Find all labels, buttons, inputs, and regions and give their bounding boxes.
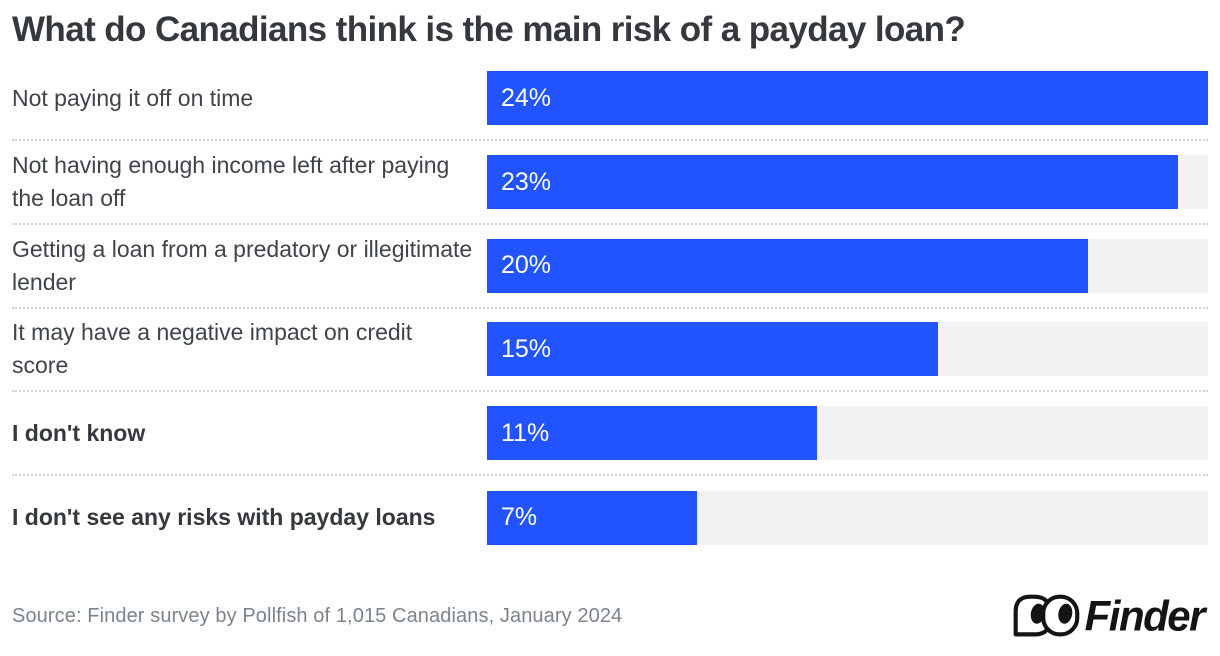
- finder-wordmark: Finder: [1084, 591, 1206, 640]
- source-note: Source: Finder survey by Pollfish of 1,0…: [12, 604, 623, 627]
- bar-value-label: 23%: [501, 167, 552, 196]
- bar-fill: 7%: [487, 490, 698, 545]
- bar-track: 15%: [487, 322, 1208, 377]
- bar-row: It may have a negative impact on credit …: [12, 309, 1208, 393]
- finder-eyes-icon: [1013, 594, 1079, 637]
- category-label: Not paying it off on time: [12, 84, 254, 111]
- bar-value-label: 15%: [501, 334, 552, 363]
- bar-fill: 15%: [487, 322, 938, 377]
- finder-logo: Finder: [1012, 592, 1208, 640]
- bar-row: Not having enough income left after payi…: [12, 141, 1208, 225]
- category-label: Getting a loan from a predatory or illeg…: [12, 235, 473, 295]
- category-label: I don't know: [12, 419, 146, 446]
- bar-value-label: 11%: [501, 418, 550, 447]
- bar-value-label: 20%: [501, 251, 552, 280]
- bar-row: Getting a loan from a predatory or illeg…: [12, 225, 1208, 309]
- bar-row: I don't know 11%: [12, 392, 1208, 476]
- bar-fill: 20%: [487, 238, 1088, 293]
- bar-track: 11%: [487, 406, 1208, 461]
- bar-track: 20%: [487, 238, 1208, 293]
- bar-fill: 23%: [487, 155, 1178, 210]
- category-label: I don't see any risks with payday loans: [12, 504, 436, 531]
- footer: Source: Finder survey by Pollfish of 1,0…: [12, 592, 1208, 656]
- bar-row: Not paying it off on time 24%: [12, 58, 1208, 142]
- bar-fill: 11%: [487, 406, 818, 461]
- bar-track: 24%: [487, 71, 1208, 126]
- category-label: Not having enough income left after payi…: [12, 152, 450, 212]
- bar-fill: 24%: [487, 71, 1208, 126]
- bar-value-label: 24%: [501, 83, 552, 112]
- bar-value-label: 7%: [501, 503, 538, 532]
- bar-track: 23%: [487, 155, 1208, 210]
- bar-track: 7%: [487, 490, 1208, 545]
- bar-rows: Not paying it off on time 24% Not having e…: [12, 58, 1208, 560]
- category-label: It may have a negative impact on credit …: [12, 319, 413, 379]
- chart-title: What do Canadians think is the main risk…: [12, 10, 966, 49]
- bar-row: I don't see any risks with payday loans 7…: [12, 476, 1208, 560]
